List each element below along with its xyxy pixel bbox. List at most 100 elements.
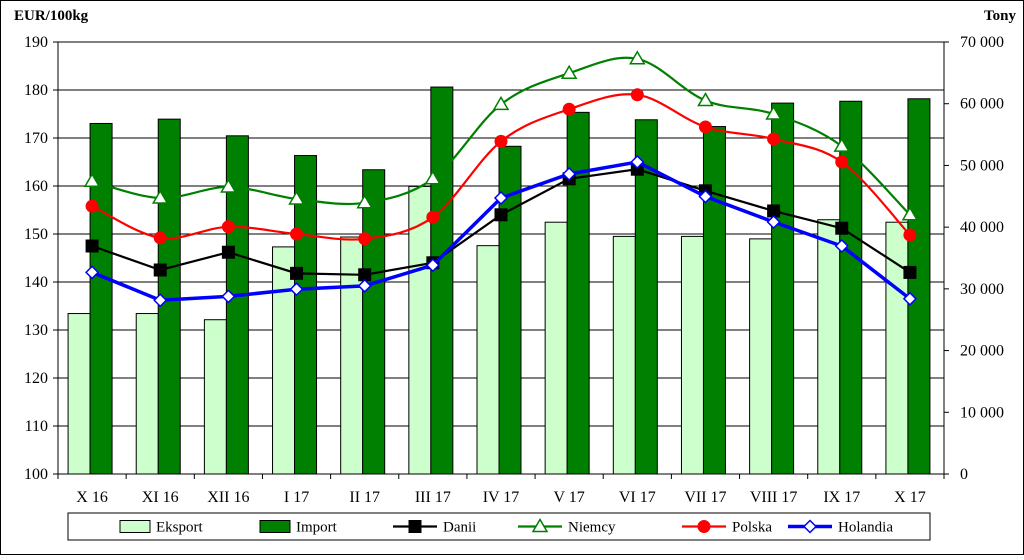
y-right-tick-label: 70 000 xyxy=(960,34,1004,51)
bar-eksport xyxy=(203,319,227,475)
marker-niemcy xyxy=(765,105,782,120)
bar-import xyxy=(771,102,795,475)
legend-label: Eksport xyxy=(156,520,203,536)
marker-niemcy xyxy=(424,170,442,185)
bars-layer xyxy=(67,86,931,475)
x-tick-label: VIII 17 xyxy=(750,489,798,506)
x-tick-label: X 16 xyxy=(76,489,108,506)
y-left-tick-label: 170 xyxy=(24,130,48,147)
marker-holandia xyxy=(357,278,372,293)
legend-item-import: Import xyxy=(259,520,338,536)
x-tick-label: VII 17 xyxy=(684,489,726,506)
marker-polska xyxy=(767,132,781,146)
y-right-tick-label: 30 000 xyxy=(960,281,1004,298)
marker-danii xyxy=(903,265,917,279)
marker-holandia xyxy=(289,282,304,297)
legend-swatch xyxy=(259,520,291,533)
marker-polska xyxy=(562,102,576,116)
y-left-tick-label: 150 xyxy=(24,226,48,243)
marker-holandia xyxy=(153,293,168,308)
marker-niemcy xyxy=(697,92,714,107)
bar-import xyxy=(430,86,454,475)
marker-niemcy xyxy=(356,194,373,209)
marker-holandia xyxy=(562,166,577,182)
legend-label: Polska xyxy=(732,520,772,536)
x-tick-label: IX 17 xyxy=(823,489,860,506)
marker-niemcy xyxy=(560,64,578,79)
marker-polska xyxy=(153,231,167,245)
x-tick-label: VI 17 xyxy=(619,489,656,506)
x-tick-label: II 17 xyxy=(349,489,380,506)
x-tick-label: X 17 xyxy=(894,489,926,506)
marker-polska xyxy=(698,120,712,134)
y-left-tick-label: 160 xyxy=(24,178,48,195)
legend-box xyxy=(67,512,931,541)
marker-polska xyxy=(221,220,235,234)
marker-niemcy xyxy=(83,172,101,187)
marker-polska xyxy=(835,155,849,169)
y-left-tick-label: 120 xyxy=(24,370,48,387)
marker-danii xyxy=(290,266,304,280)
y-left-tick-label: 110 xyxy=(25,418,48,435)
marker-polska xyxy=(903,228,917,242)
y-right-tick-label: 10 000 xyxy=(960,404,1004,421)
x-tick-label: IV 17 xyxy=(483,489,520,506)
legend-marker xyxy=(697,520,711,533)
bar-import xyxy=(362,169,386,475)
marker-holandia xyxy=(425,258,440,273)
legend-item-danii: Danii xyxy=(393,520,476,536)
marker-holandia xyxy=(902,291,917,306)
marker-polska xyxy=(358,232,372,246)
marker-danii xyxy=(85,239,99,253)
legend-marker xyxy=(408,520,422,533)
x-tick-label: XI 16 xyxy=(142,489,179,506)
bar-eksport xyxy=(680,235,704,475)
x-tick-label: I 17 xyxy=(284,489,309,506)
marker-niemcy xyxy=(492,95,510,111)
legend-item-niemcy: Niemcy xyxy=(518,518,616,536)
y-right-tick-label: 40 000 xyxy=(960,219,1004,236)
legend-label: Danii xyxy=(443,520,476,536)
marker-holandia xyxy=(834,238,849,254)
legend-label: Holandia xyxy=(838,520,893,536)
marker-holandia xyxy=(766,214,781,230)
bar-eksport xyxy=(476,245,500,475)
bar-eksport xyxy=(67,313,91,475)
marker-danii xyxy=(153,263,167,277)
marker-polska xyxy=(426,210,440,224)
y-left-tick-label: 140 xyxy=(24,274,48,291)
x-tick-label: III 17 xyxy=(415,489,451,506)
marker-polska xyxy=(85,199,99,213)
y-left-tick-label: 180 xyxy=(24,82,48,99)
y-right-tick-label: 0 xyxy=(960,466,968,483)
plot-frame xyxy=(57,41,945,475)
bar-eksport xyxy=(272,246,296,475)
bar-import xyxy=(702,126,726,475)
legend: Eksport Import Danii Niemcy Polska Holandia xyxy=(67,512,931,541)
bar-eksport xyxy=(749,238,773,475)
legend-item-holandia: Holandia xyxy=(788,519,893,536)
legend-marker xyxy=(531,518,549,533)
bar-eksport xyxy=(135,313,159,475)
marker-holandia xyxy=(85,265,100,280)
marker-niemcy xyxy=(629,50,646,65)
marker-niemcy xyxy=(220,178,237,193)
y-right-tick-label: 20 000 xyxy=(960,343,1004,360)
marker-holandia xyxy=(493,190,509,206)
legend-item-eksport: Eksport xyxy=(119,520,203,536)
bar-eksport xyxy=(817,219,841,475)
marker-polska xyxy=(630,88,644,102)
x-tick-label: V 17 xyxy=(554,489,585,506)
legend-label: Niemcy xyxy=(568,520,616,536)
marker-polska xyxy=(494,134,508,148)
marker-niemcy xyxy=(288,190,305,205)
legend-marker xyxy=(802,519,818,534)
y-left-label: EUR/100kg xyxy=(14,8,89,24)
marker-niemcy xyxy=(901,206,919,221)
y-left-tick-label: 190 xyxy=(24,34,48,51)
marker-holandia xyxy=(630,154,645,170)
y-right-tick-label: 60 000 xyxy=(960,96,1004,113)
marker-danii xyxy=(494,208,508,222)
